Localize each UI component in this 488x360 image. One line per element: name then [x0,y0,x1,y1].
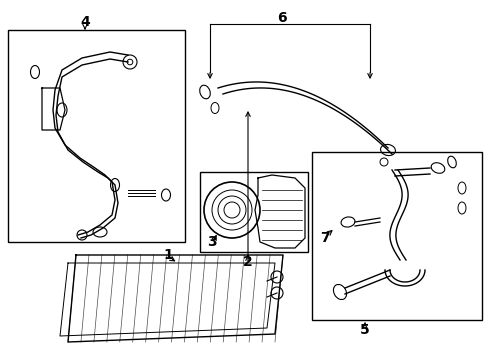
Text: 1: 1 [163,248,173,262]
Text: 7: 7 [320,231,329,245]
Text: 3: 3 [207,235,216,249]
Text: 5: 5 [359,323,369,337]
Text: 4: 4 [80,15,90,29]
Text: 6: 6 [277,11,286,25]
Text: 2: 2 [243,255,252,269]
